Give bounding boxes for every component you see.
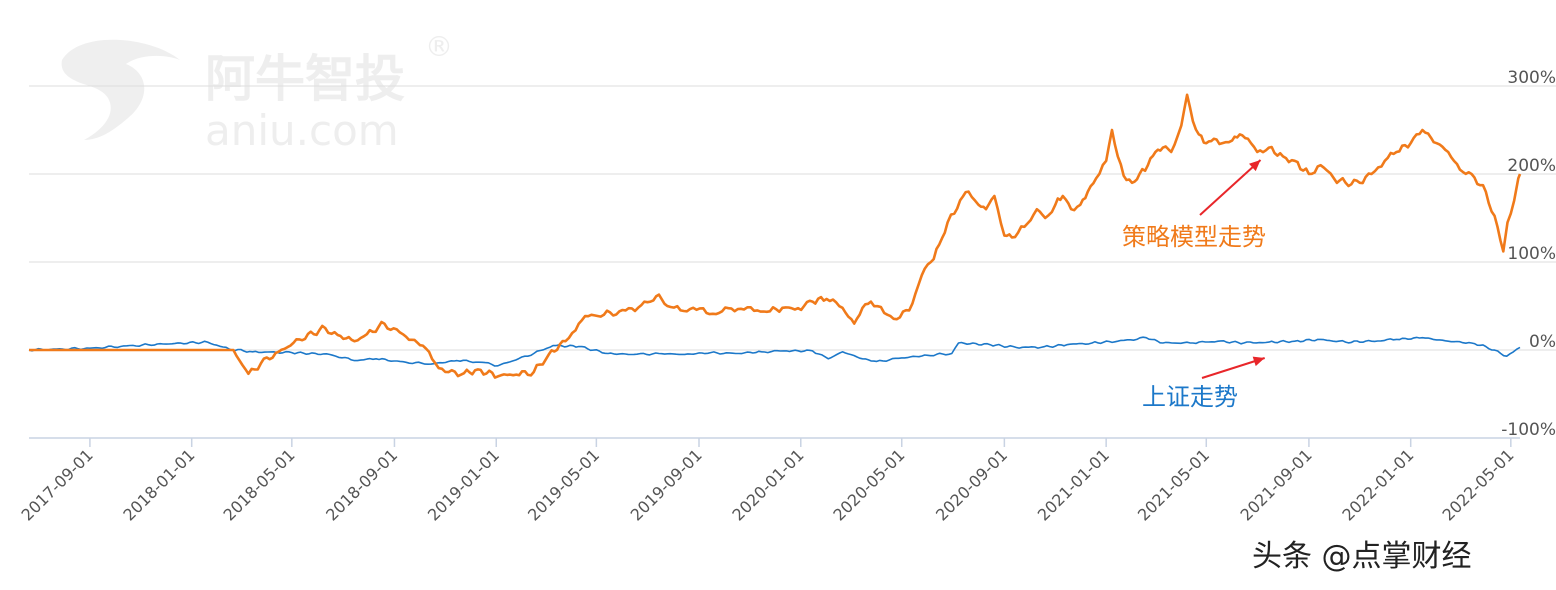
x-tick-label: 2020-01-01 [728,445,807,524]
watermark: 阿牛智投 ® aniu.com [61,30,453,155]
y-tick-label: 300% [1507,68,1556,88]
watermark-domain: aniu.com [205,106,399,155]
x-tick-label: 2018-01-01 [119,445,198,524]
y-tick-label: 100% [1507,244,1556,264]
watermark-logo-icon [61,39,181,140]
x-tick-label: 2021-09-01 [1237,445,1316,524]
x-tick-label: 2020-05-01 [829,445,908,524]
arrowhead-strategy [1249,160,1261,172]
y-tick-label: -100% [1501,420,1556,440]
watermark-brand: 阿牛智投 [205,50,405,108]
x-tick-label: 2018-09-01 [322,445,401,524]
x-tick-label: 2022-01-01 [1338,445,1417,524]
x-tick-label: 2019-01-01 [424,445,503,524]
x-tick-label: 2019-05-01 [524,445,603,524]
y-axis-ticks: 300% 200% 100% 0% -100% [1501,68,1556,440]
series-line-strategy [29,93,1522,379]
x-tick-label: 2021-01-01 [1034,445,1113,524]
annotations: 策略模型走势 上证走势 [1122,159,1266,411]
annotation-index: 上证走势 [1142,383,1238,411]
x-tick-label: 2019-09-01 [627,445,706,524]
x-tick-label: 2017-09-01 [18,445,97,524]
x-tick-label: 2021-05-01 [1134,445,1213,524]
arrowhead-index [1252,356,1265,367]
x-tick-label: 2020-09-01 [932,445,1011,524]
x-axis-ticks: 2017-09-01 2018-01-01 2018-05-01 2018-09-01… [18,438,1518,525]
series-line-index [28,336,1521,367]
watermark-registered: ® [425,30,453,63]
credit-text: 头条 @点掌财经 [1252,539,1472,574]
y-tick-label: 200% [1507,156,1556,176]
y-tick-label: 0% [1529,332,1556,352]
annotation-strategy: 策略模型走势 [1122,223,1266,251]
x-tick-label: 2018-05-01 [219,445,298,524]
arrow-strategy [1199,159,1262,216]
x-tick-label: 2022-05-01 [1438,445,1517,524]
